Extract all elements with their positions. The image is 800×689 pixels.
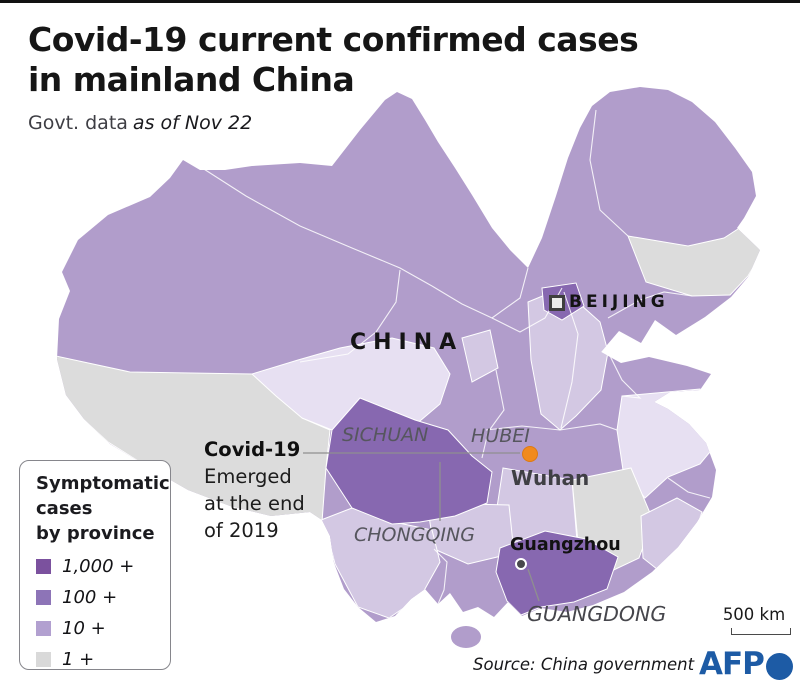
legend-item: 100 + bbox=[36, 587, 162, 608]
covid-annotation: Covid-19 Emerged at the end of 2019 bbox=[204, 436, 305, 544]
annotation-line: at the end bbox=[204, 492, 305, 515]
border-xinjiang-south bbox=[299, 269, 401, 363]
legend-item: 1 + bbox=[36, 649, 162, 670]
border-xinjiang-north bbox=[195, 163, 433, 287]
title-line-1: Covid-19 current confirmed cases bbox=[28, 20, 639, 59]
border-shandong bbox=[607, 351, 642, 399]
legend-label: 100 + bbox=[62, 587, 118, 608]
top-rule bbox=[0, 0, 800, 3]
hubei-label: HUBEI bbox=[471, 425, 530, 447]
legend-swatch-1000 bbox=[36, 559, 51, 574]
leader-line-guangdong bbox=[527, 568, 540, 602]
legend-label: 1,000 + bbox=[62, 556, 135, 577]
legend-title-line: by province bbox=[36, 523, 155, 544]
subtitle-date: as of Nov 22 bbox=[132, 112, 253, 134]
border-heilongjiang-west bbox=[589, 109, 629, 237]
border-zhejiang bbox=[667, 477, 711, 499]
guangzhou-dot bbox=[515, 558, 527, 570]
wuhan-dot bbox=[522, 446, 538, 462]
title-line-2: in mainland China bbox=[28, 60, 355, 99]
chongqing-label: CHONGQING bbox=[354, 524, 475, 546]
beijing-label: BEIJING bbox=[569, 292, 669, 312]
sichuan-label: SICHUAN bbox=[342, 424, 429, 446]
legend-swatch-1 bbox=[36, 652, 51, 667]
annotation-line: Emerged bbox=[204, 465, 292, 488]
province-qinghai bbox=[251, 337, 451, 431]
province-guangdong bbox=[495, 530, 619, 616]
beijing-marker-icon bbox=[549, 295, 565, 311]
legend-item: 10 + bbox=[36, 618, 162, 639]
hainan-island bbox=[451, 626, 481, 648]
legend-item: 1,000 + bbox=[36, 556, 162, 577]
province-sichuan-chongqing bbox=[325, 397, 493, 525]
legend-swatch-10 bbox=[36, 621, 51, 636]
border-shaanxi bbox=[481, 369, 505, 459]
legend-swatch-100 bbox=[36, 590, 51, 605]
border-guangxi-west bbox=[433, 548, 448, 605]
source-credit: Source: China government bbox=[473, 655, 695, 674]
afp-logo-circle-icon bbox=[765, 652, 793, 680]
border-hubei-north bbox=[485, 423, 618, 431]
legend-title: Symptomatic cases by province bbox=[36, 471, 170, 546]
page-title: Covid-19 current confirmed cases in main… bbox=[28, 20, 639, 100]
scale-label: 500 km bbox=[722, 605, 786, 624]
subtitle: Govt. data as of Nov 22 bbox=[28, 112, 252, 134]
guangdong-label: GUANGDONG bbox=[527, 602, 667, 626]
border-innermongolia-east bbox=[607, 291, 693, 319]
annotation-line: of 2019 bbox=[204, 519, 279, 542]
scale-bar bbox=[731, 628, 791, 635]
wuhan-label: Wuhan bbox=[511, 466, 590, 490]
legend-box: Symptomatic cases by province 1,000 + 10… bbox=[19, 460, 171, 670]
afp-logo: AFP bbox=[699, 646, 793, 682]
legend-label: 1 + bbox=[62, 649, 95, 670]
province-ningxia bbox=[461, 329, 499, 383]
legend-label: 10 + bbox=[62, 618, 106, 639]
country-label: CHINA bbox=[350, 330, 464, 355]
annotation-title: Covid-19 bbox=[204, 438, 301, 461]
guangzhou-label: Guangzhou bbox=[510, 535, 621, 555]
legend-title-line: Symptomatic bbox=[36, 473, 170, 494]
border-shanxi bbox=[560, 291, 579, 429]
legend-title-line: cases bbox=[36, 498, 93, 519]
subtitle-prefix: Govt. data bbox=[28, 112, 128, 134]
afp-logo-text: AFP bbox=[699, 646, 765, 682]
